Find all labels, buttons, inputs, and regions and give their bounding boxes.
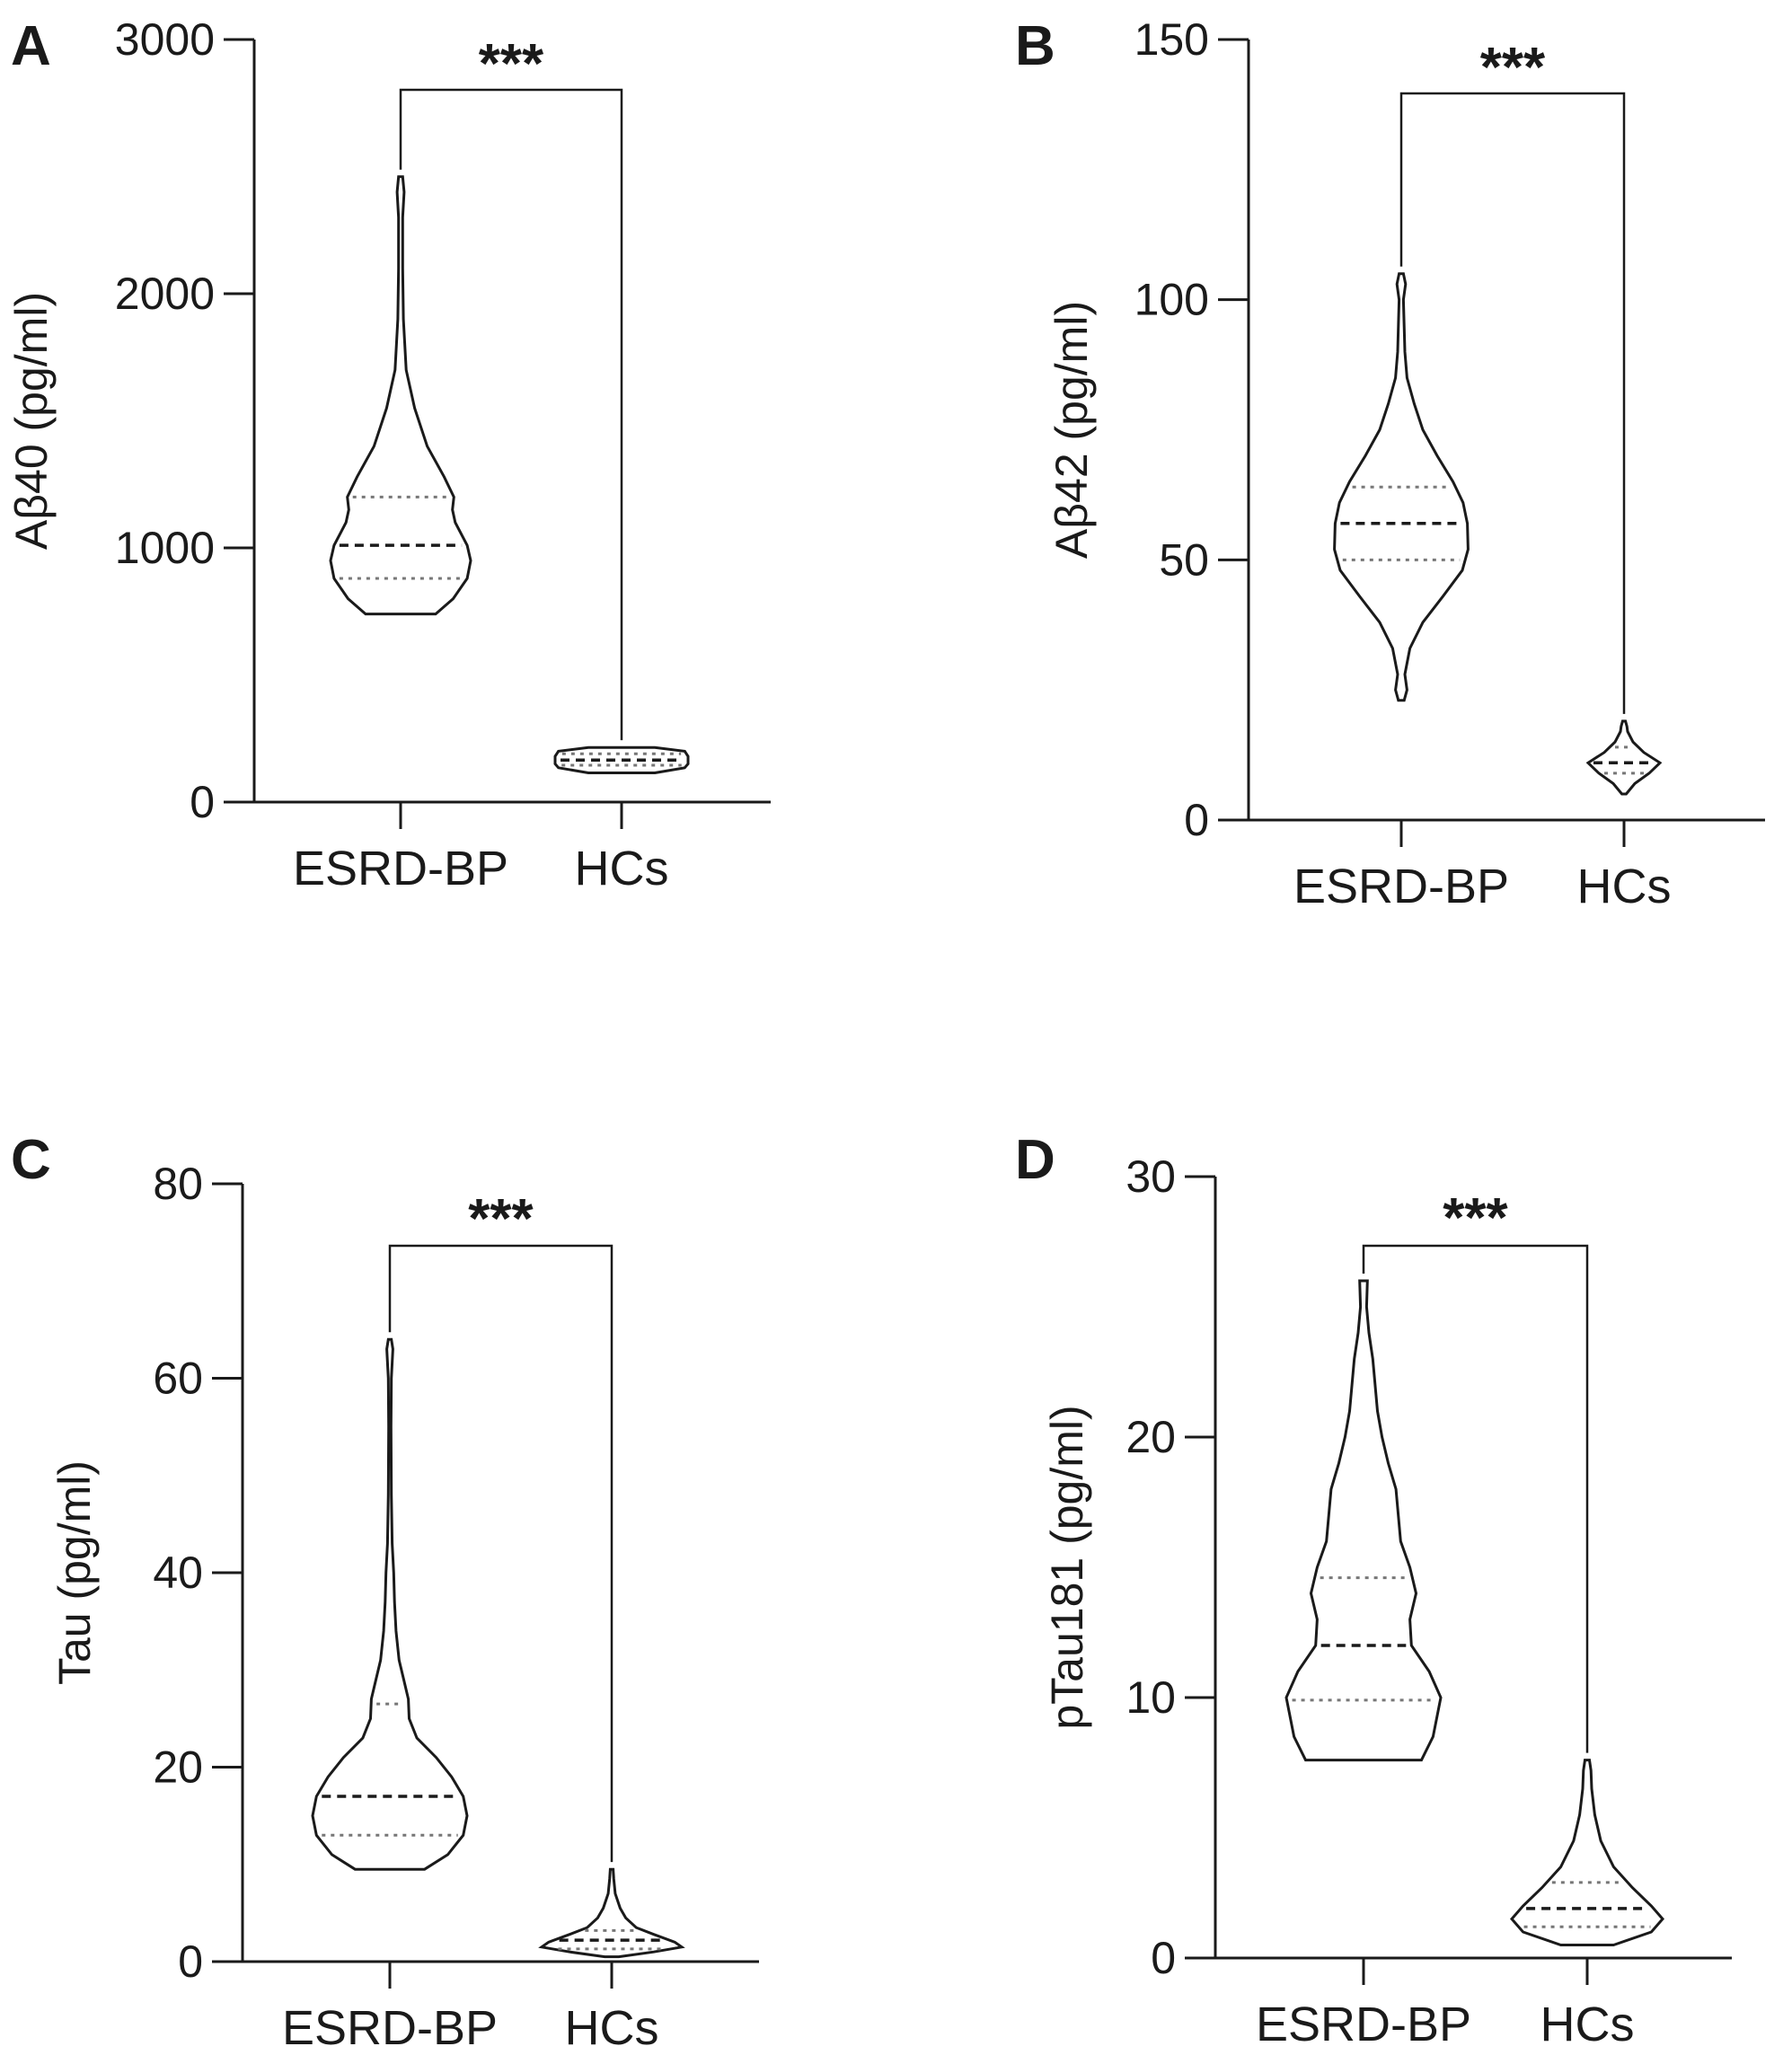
violin-hcs [1585, 719, 1663, 796]
x-category-label: HCs [1577, 860, 1672, 913]
violin-esrd-bp [1333, 272, 1470, 702]
y-tick-label: 100 [1134, 275, 1209, 325]
significance-label: *** [479, 33, 544, 95]
x-category-label: HCs [565, 2001, 659, 2055]
violin-esrd-bp [1284, 1279, 1443, 1762]
y-tick-label: 150 [1134, 14, 1209, 65]
panel-b: 0 50 100 150 Aβ42 (pg/ml) B ESRD-BP HCs *** [1015, 14, 1765, 913]
y-tick-label: 60 [153, 1354, 203, 1404]
significance-bracket [399, 88, 623, 741]
y-axis-label: pTau181 (pg/ml) [1042, 1405, 1092, 1729]
panel-letter: B [1015, 15, 1055, 77]
y-tick-label: 0 [1151, 1933, 1176, 1983]
y-tick-label: 20 [153, 1742, 203, 1793]
panel-a: 0 1000 2000 3000 Aβ40 (pg/ml) A ESRD-BP HCs *** [6, 14, 771, 895]
y-axis-label: Aβ40 (pg/ml) [6, 292, 57, 550]
panel-d: 0 10 20 30 pTau181 (pg/ml) D ESRD-BP HCs *** [1015, 1129, 1732, 2051]
x-category-label: ESRD-BP [1293, 860, 1509, 913]
y-tick-label: 40 [153, 1548, 203, 1598]
panel-c: 0 20 40 60 80 Tau (pg/ml) C ESRD-BP HCs *** [11, 1129, 759, 2055]
y-axis-label: Aβ42 (pg/ml) [1046, 301, 1097, 559]
x-category-label: HCs [1540, 1998, 1635, 2051]
significance-bracket [388, 1244, 614, 1863]
violin-hcs [538, 1867, 685, 1959]
significance-bracket [1362, 1244, 1589, 1753]
y-tick-label: 0 [178, 1936, 203, 1987]
x-category-label: ESRD-BP [1256, 1998, 1471, 2051]
y-tick-label: 1000 [115, 523, 215, 573]
y-tick-label: 20 [1126, 1412, 1176, 1462]
x-category-label: ESRD-BP [282, 2001, 498, 2055]
violin-esrd-bp [311, 1337, 469, 1871]
y-tick-label: 30 [1126, 1151, 1176, 1202]
y-tick-label: 2000 [115, 269, 215, 319]
x-category-label: ESRD-BP [293, 842, 508, 895]
panel-letter: D [1015, 1129, 1055, 1191]
significance-label: *** [1480, 37, 1546, 99]
significance-label: *** [468, 1188, 534, 1250]
panel-letter: C [11, 1129, 51, 1191]
y-tick-label: 50 [1159, 534, 1209, 585]
violin-hcs [1510, 1759, 1664, 1946]
y-tick-label: 0 [190, 777, 215, 827]
violin-esrd-bp [329, 175, 472, 616]
y-tick-label: 80 [153, 1159, 203, 1209]
y-tick-label: 3000 [115, 14, 215, 65]
significance-label: *** [1443, 1187, 1508, 1249]
panel-letter: A [11, 15, 51, 77]
x-category-label: HCs [575, 842, 669, 895]
y-tick-label: 0 [1184, 795, 1209, 845]
y-tick-label: 10 [1126, 1672, 1176, 1723]
significance-bracket [1399, 92, 1626, 714]
y-axis-label: Tau (pg/ml) [49, 1460, 100, 1685]
